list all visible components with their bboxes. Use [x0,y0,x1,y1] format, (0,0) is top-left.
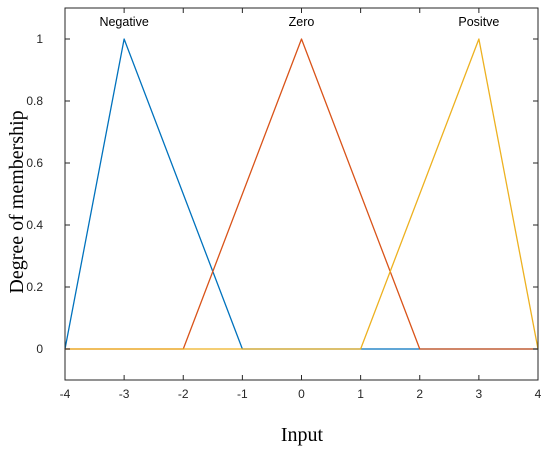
x-tick-label: 4 [535,387,542,401]
membership-labels: Negative Zero Positve [99,15,499,29]
series-lines [64,38,539,350]
membership-label-positve: Positve [458,15,499,29]
membership-label-zero: Zero [289,15,315,29]
x-tick-label: 3 [476,387,483,401]
x-tick-label: 1 [357,387,364,401]
y-tick-label: 0.6 [26,156,43,170]
series-line-positve [65,38,539,350]
y-axis-title: Degree of membership [6,110,28,293]
x-tick-label: -4 [60,387,71,401]
y-tick-label: 1 [36,32,43,46]
y-tick-label: 0 [36,342,43,356]
y-tick-label: 0.2 [26,280,43,294]
plot-area [65,8,538,380]
axes: -4 -3 -2 -1 0 1 2 3 4 0 0.2 0.4 0.6 0.8 1 [26,7,542,401]
x-tick-label: 2 [416,387,423,401]
plot-background [65,8,538,380]
y-tick-label: 0.4 [26,218,43,232]
x-tick-label: -3 [119,387,130,401]
y-tick-label: 0.8 [26,94,43,108]
membership-label-negative: Negative [99,15,148,29]
x-tick-label: 0 [298,387,305,401]
series-line-negative [64,38,538,350]
x-axis-title: Input [281,424,324,446]
x-tick-label: -1 [237,387,248,401]
x-tick-label: -2 [178,387,189,401]
